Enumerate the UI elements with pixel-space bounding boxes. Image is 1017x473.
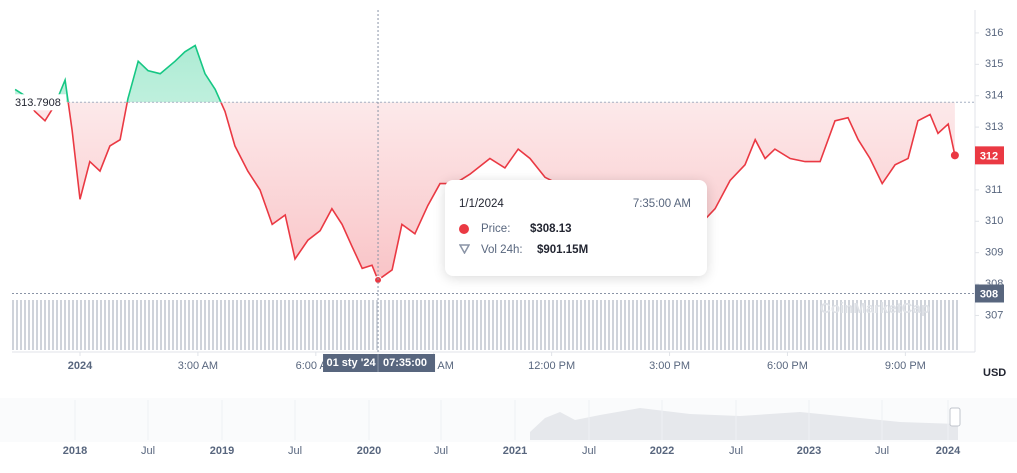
tooltip-time: 7:35:00 AM	[632, 198, 691, 210]
navigator-label: 2019	[210, 445, 234, 457]
navigator-label: 2021	[503, 445, 527, 457]
navigator-label: Jul	[288, 445, 302, 457]
navigator-label: Jul	[729, 445, 743, 457]
navigator-label: Jul	[434, 445, 448, 457]
price-line-up	[14, 44, 222, 103]
navigator-label: 2018	[63, 445, 87, 457]
y-tick-label: 311	[985, 184, 1003, 196]
baseline-label: 313.7908	[15, 97, 61, 109]
area-up	[15, 45, 955, 103]
y-tick-label: 313	[985, 121, 1003, 133]
crosshair-x-badge	[323, 354, 436, 372]
navigator-label: Jul	[141, 445, 155, 457]
x-tick-label: 2024	[68, 360, 93, 372]
y-tick-label: 316	[985, 27, 1003, 39]
volume-bars	[12, 300, 958, 350]
tooltip-date: 1/1/2024	[459, 198, 504, 210]
y-tick-label: 307	[985, 309, 1003, 321]
y-tick-label: 310	[985, 215, 1003, 227]
last-point	[950, 151, 959, 160]
navigator-label: 2022	[650, 445, 674, 457]
tooltip: 1/1/2024 7:35:00 AM Price: $308.13 Vol 2…	[445, 180, 707, 276]
navigator-label: Jul	[875, 445, 889, 457]
current-badge	[975, 146, 1004, 165]
vol-icon	[459, 244, 470, 254]
price-dot	[459, 224, 469, 234]
vol-value: $901.15M	[537, 244, 589, 256]
y-tick-label: 309	[985, 247, 1003, 259]
x-tick-label: 6:00 PM	[767, 360, 808, 372]
crosshair-y-label: 308	[980, 288, 998, 300]
crosshair-y-badge	[975, 284, 1004, 303]
navigator-handle[interactable]	[949, 407, 961, 427]
price-line-down	[28, 102, 956, 282]
x-tick-label: 3:00 AM	[178, 360, 218, 372]
crosshair-x-time: 07:35:00	[383, 357, 427, 369]
navigator-label: 2023	[797, 445, 821, 457]
y-unit: USD	[983, 367, 1006, 379]
y-tick-label: 314	[985, 90, 1003, 102]
price-label: Price:	[481, 223, 511, 235]
vol-label: Vol 24h:	[481, 244, 523, 256]
x-tick-label: 9:00 PM	[885, 360, 926, 372]
x-tick-label: 12:00 PM	[528, 360, 575, 372]
navigator-area	[530, 408, 958, 440]
watermark: CoinMarketCap	[820, 300, 930, 317]
x-tick-label: 3:00 PM	[649, 360, 690, 372]
y-tick-label: 315	[985, 58, 1003, 70]
area-down	[29, 102, 955, 280]
navigator-label: 2020	[357, 445, 381, 457]
current-label: 312	[980, 150, 998, 162]
crosshair-x-date: 01 sty '24	[326, 357, 376, 369]
baseline-badge	[12, 94, 66, 111]
price-value: $308.13	[530, 223, 572, 235]
navigator-label: 2024	[936, 445, 961, 457]
navigator-label: Jul	[582, 445, 596, 457]
